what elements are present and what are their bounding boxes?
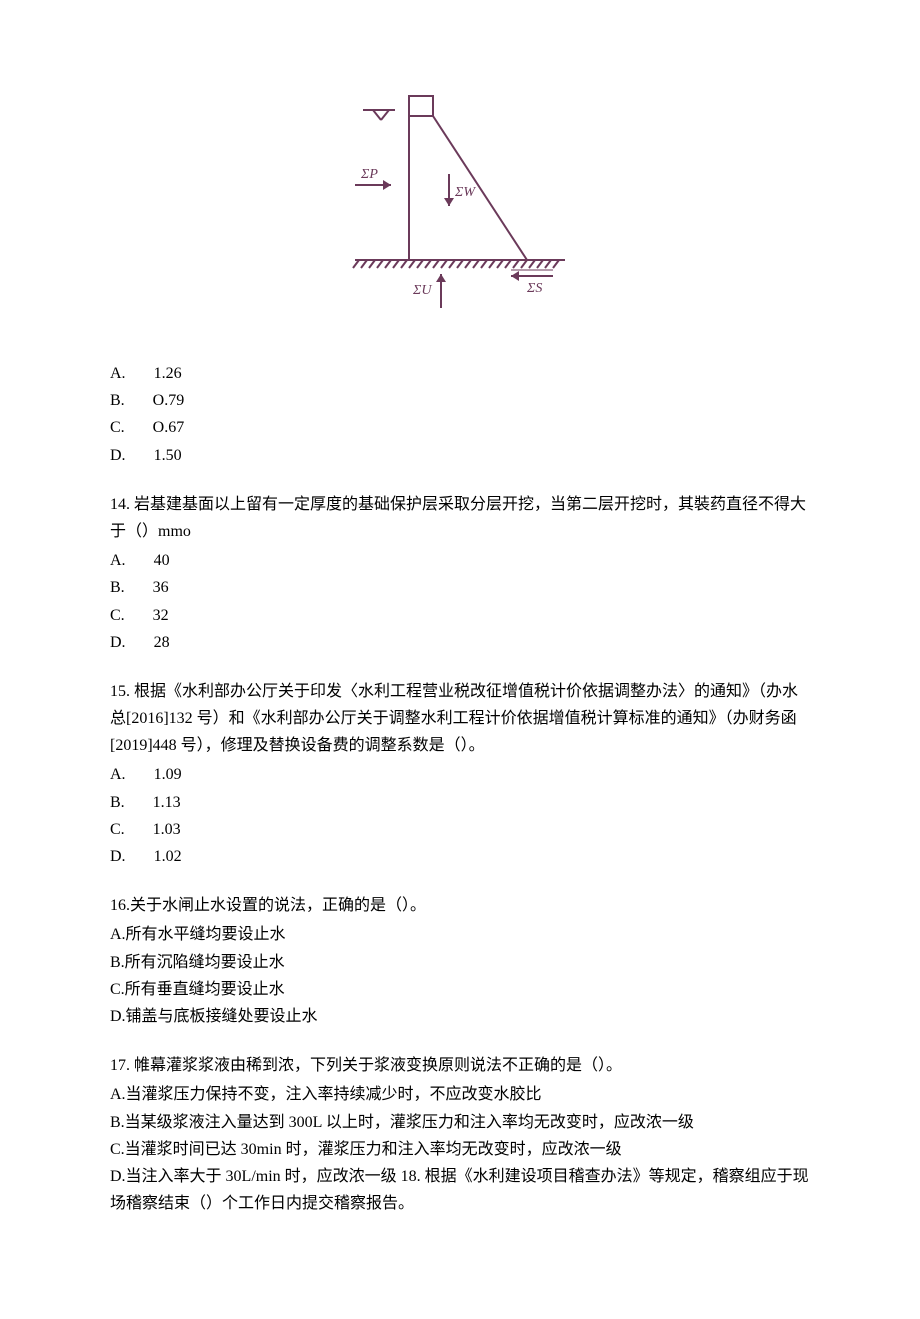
q17-text: 17. 帷幕灌浆浆液由稀到浓，下列关于浆液变换原则说法不正确的是（）。	[110, 1052, 810, 1079]
q16-option-d: D.铺盖与底板接缝处要设止水	[110, 1003, 810, 1030]
q16-option-b: B.所有沉陷缝均要设止水	[110, 949, 810, 976]
q13-option-b: B.O.79	[110, 387, 810, 414]
q17-option-d: D.当注入率大于 30L/min 时，应改浓一级 18. 根据《水利建设项目稽查…	[110, 1163, 810, 1217]
diagram-svg: ΣP ΣW ΣU ΣS	[335, 90, 585, 320]
q15-option-a: A.1.09	[110, 761, 810, 788]
q15-option-c: C.1.03	[110, 816, 810, 843]
q16: 16.关于水闸止水设置的说法，正确的是（）。 A.所有水平缝均要设止水 B.所有…	[110, 892, 810, 1030]
dam-force-diagram: ΣP ΣW ΣU ΣS	[110, 90, 810, 320]
q14-option-d: D.28	[110, 629, 810, 656]
q16-option-a: A.所有水平缝均要设止水	[110, 921, 810, 948]
q15: 15. 根据《水利部办公厅关于印发〈水利工程营业税改征增值税计价依据调整办法〉的…	[110, 678, 810, 870]
q13-option-d: D.1.50	[110, 442, 810, 469]
q14: 14. 岩基建基面以上留有一定厚度的基础保护层采取分层开挖，当第二层开挖时，其裝…	[110, 491, 810, 656]
q15-option-d: D.1.02	[110, 843, 810, 870]
q17-option-a: A.当灌浆压力保持不变，注入率持续减少时，不应改变水胶比	[110, 1081, 810, 1108]
q17: 17. 帷幕灌浆浆液由稀到浓，下列关于浆液变换原则说法不正确的是（）。 A.当灌…	[110, 1052, 810, 1217]
svg-text:ΣW: ΣW	[454, 185, 476, 200]
q15-option-b: B.1.13	[110, 789, 810, 816]
q13-option-c: C.O.67	[110, 414, 810, 441]
svg-text:ΣS: ΣS	[526, 281, 542, 296]
q16-text: 16.关于水闸止水设置的说法，正确的是（）。	[110, 892, 810, 919]
q13-options: A.1.26 B.O.79 C.O.67 D.1.50	[110, 360, 810, 469]
q16-option-c: C.所有垂直缝均要设止水	[110, 976, 810, 1003]
q14-option-c: C.32	[110, 602, 810, 629]
svg-text:ΣU: ΣU	[412, 283, 432, 298]
q14-option-a: A.40	[110, 547, 810, 574]
q17-option-b: B.当某级浆液注入量达到 300L 以上时，灌浆压力和注入率均无改变时，应改浓一…	[110, 1109, 810, 1136]
q14-option-b: B.36	[110, 574, 810, 601]
svg-text:ΣP: ΣP	[360, 167, 378, 182]
q17-option-c: C.当灌浆时间已达 30min 时，灌浆压力和注入率均无改变时，应改浓一级	[110, 1136, 810, 1163]
q13-option-a: A.1.26	[110, 360, 810, 387]
q14-text: 14. 岩基建基面以上留有一定厚度的基础保护层采取分层开挖，当第二层开挖时，其裝…	[110, 491, 810, 545]
q15-text: 15. 根据《水利部办公厅关于印发〈水利工程营业税改征增值税计价依据调整办法〉的…	[110, 678, 810, 760]
